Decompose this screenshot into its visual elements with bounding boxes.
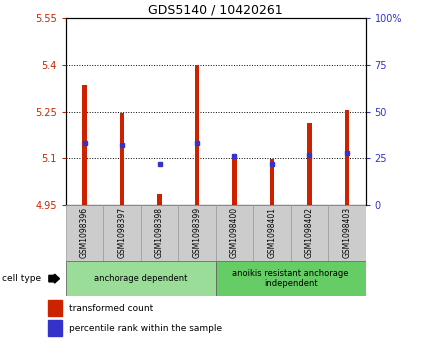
Text: GSM1098399: GSM1098399: [193, 207, 201, 258]
Bar: [103, 205, 141, 261]
Text: GSM1098398: GSM1098398: [155, 207, 164, 258]
Bar: [195, 65, 199, 205]
Bar: [120, 113, 124, 205]
Bar: [66, 205, 103, 261]
Bar: [269, 159, 274, 205]
Text: cell type: cell type: [2, 274, 41, 283]
Text: GSM1098401: GSM1098401: [267, 207, 276, 258]
Text: GSM1098403: GSM1098403: [342, 207, 351, 258]
Bar: [215, 261, 366, 296]
Bar: [232, 154, 237, 205]
Text: transformed count: transformed count: [70, 303, 154, 313]
Text: anchorage dependent: anchorage dependent: [94, 274, 187, 283]
Bar: [141, 205, 178, 261]
Bar: [82, 85, 87, 205]
Text: percentile rank within the sample: percentile rank within the sample: [70, 323, 223, 333]
Bar: [157, 194, 162, 205]
Bar: [48, 321, 62, 335]
Text: GSM1098397: GSM1098397: [118, 207, 127, 258]
Bar: [328, 205, 366, 261]
Bar: [307, 123, 312, 205]
Bar: [253, 205, 291, 261]
Bar: [345, 110, 349, 205]
Bar: [48, 301, 62, 315]
Bar: [66, 261, 215, 296]
Bar: [215, 205, 253, 261]
Text: anoikis resistant anchorage
independent: anoikis resistant anchorage independent: [232, 269, 349, 288]
Title: GDS5140 / 10420261: GDS5140 / 10420261: [148, 4, 283, 17]
Text: GSM1098396: GSM1098396: [80, 207, 89, 258]
Bar: [291, 205, 328, 261]
Text: GSM1098402: GSM1098402: [305, 207, 314, 258]
Bar: [178, 205, 215, 261]
Text: GSM1098400: GSM1098400: [230, 207, 239, 258]
